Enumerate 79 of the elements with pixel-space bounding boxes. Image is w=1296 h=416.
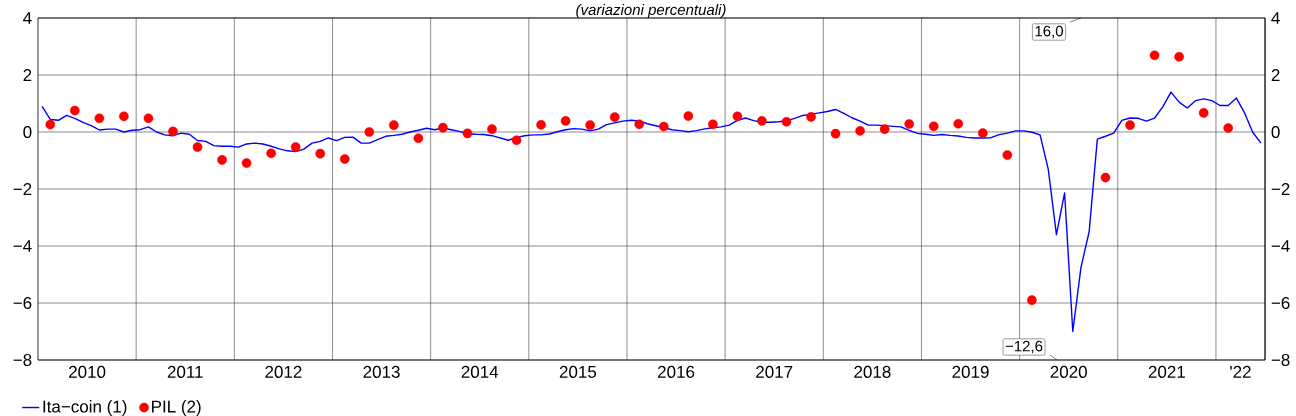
point (830, 128, 841, 139)
point (953, 118, 964, 129)
y-tick-label: −4 (13, 240, 32, 252)
y2-tick-label: −2 (1271, 183, 1290, 195)
point (1149, 50, 1160, 61)
point (1027, 295, 1037, 305)
point (339, 154, 350, 164)
point (1125, 120, 1135, 130)
point (708, 119, 718, 130)
x-tick-label: 2015 (559, 365, 597, 378)
point (683, 111, 694, 121)
point (413, 133, 424, 144)
y2-tick-label: −8 (1271, 353, 1290, 367)
x-tick-label: 2020 (1050, 365, 1087, 378)
x-tick-label: 2016 (658, 365, 695, 378)
x-tick-label: 2010 (69, 365, 106, 378)
point (364, 127, 375, 137)
point (94, 113, 105, 124)
point (1198, 108, 1209, 118)
point (1223, 123, 1234, 133)
point (1002, 150, 1013, 160)
point (290, 142, 301, 152)
point (978, 128, 988, 138)
point (462, 128, 473, 139)
point (560, 116, 571, 126)
x-tick-label: 2012 (265, 365, 302, 378)
y-tick-label: 4 (23, 12, 32, 24)
legend-label: Ita−coin (1) (43, 400, 127, 416)
point (241, 158, 252, 168)
x-tick-label: 2019 (952, 365, 989, 378)
point (438, 122, 448, 133)
y-tick-label: −8 (13, 353, 32, 367)
point (192, 142, 203, 152)
point (855, 126, 865, 136)
y2-tick-label: −4 (1271, 240, 1290, 252)
point (658, 121, 669, 132)
point (315, 148, 326, 159)
point (119, 111, 129, 122)
y-tick-label: −6 (13, 296, 32, 310)
point (217, 155, 227, 165)
point (168, 126, 178, 137)
point (1100, 172, 1111, 183)
y2-tick-label: −6 (1271, 296, 1290, 310)
legend-label: PIL (2) (152, 400, 201, 416)
y2-tick-label: 4 (1271, 12, 1280, 24)
point (536, 120, 546, 130)
x-tick-label: '22 (1230, 365, 1251, 378)
point (45, 119, 56, 130)
point (928, 121, 939, 132)
y2-tick-label: 0 (1271, 125, 1280, 139)
x-tick-label: 2014 (461, 365, 499, 378)
x-tick-label: 2021 (1148, 365, 1185, 378)
point (585, 120, 595, 130)
point (904, 119, 914, 129)
point (487, 124, 497, 134)
point (70, 105, 80, 116)
y-tick-label: 2 (23, 69, 32, 81)
point (609, 112, 620, 122)
point (806, 112, 816, 122)
point (143, 113, 154, 124)
x-tick-label: 2018 (854, 365, 891, 378)
point (1174, 51, 1184, 62)
point (634, 119, 645, 130)
point (389, 120, 399, 130)
annotation: −12,6 (1005, 340, 1043, 354)
y-tick-label: −2 (13, 183, 32, 195)
chart-subtitle: (variazioni percentuali) (576, 4, 726, 18)
x-tick-label: 2017 (756, 365, 793, 378)
annotation: 16,0 (1035, 25, 1064, 39)
x-tick-label: 2011 (167, 365, 203, 378)
point (879, 124, 890, 134)
point (781, 116, 792, 127)
point (757, 116, 767, 126)
point (511, 135, 522, 146)
x-tick-label: 2013 (363, 365, 400, 378)
point (266, 148, 276, 159)
y2-tick-label: 2 (1271, 69, 1280, 81)
point (732, 111, 743, 122)
y-tick-label: 0 (23, 125, 32, 139)
